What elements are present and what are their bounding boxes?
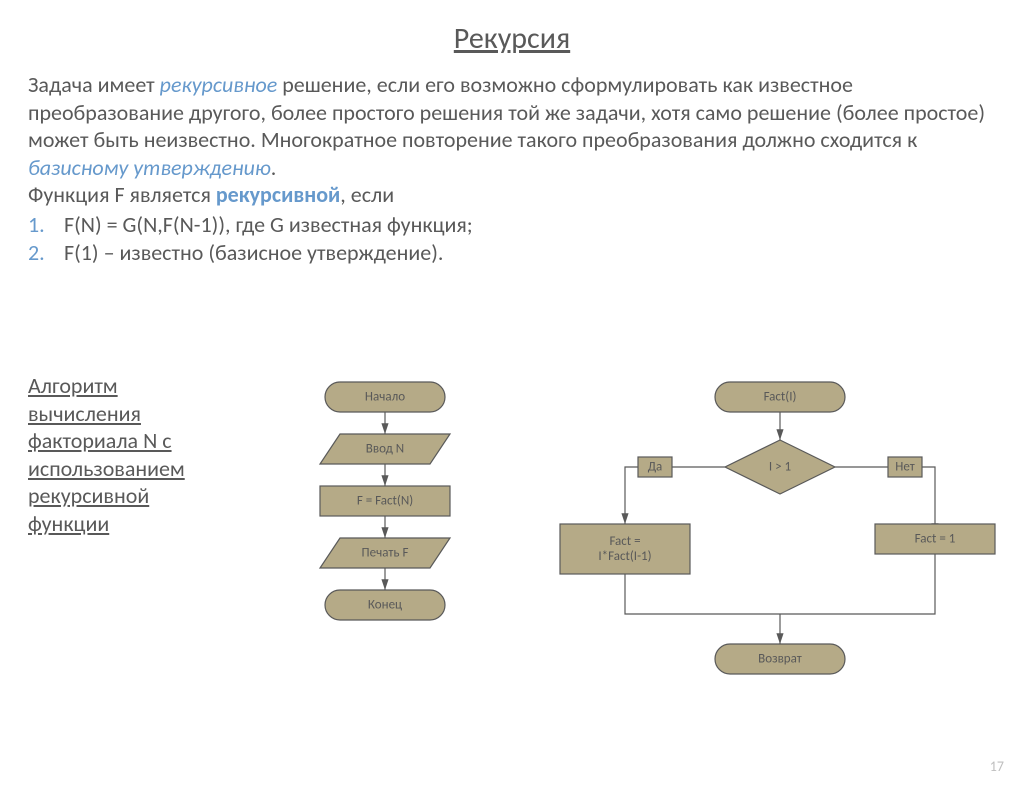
para-text: Функция F является <box>28 181 216 208</box>
svg-text:I*Fact(I-1): I*Fact(I-1) <box>598 549 651 564</box>
svg-text:Нет: Нет <box>895 460 915 475</box>
svg-text:Печать F: Печать F <box>362 546 409 561</box>
node-recurse: Fact =I*Fact(I-1) <box>560 524 690 574</box>
svg-text:F = Fact(N): F = Fact(N) <box>357 494 413 509</box>
node-end: Конец <box>325 590 445 620</box>
term-recursive-bold: рекурсивной <box>216 181 340 208</box>
svg-text:Fact(I): Fact(I) <box>764 390 797 405</box>
node-return: Возврат <box>715 644 845 674</box>
label-no: Нет <box>888 457 922 477</box>
list-item: 2.F(1) – известно (базисное утверждение)… <box>28 239 996 268</box>
svg-text:Fact =: Fact = <box>609 534 640 549</box>
node-decision: I > 1 <box>725 440 835 494</box>
svg-text:Начало: Начало <box>365 390 405 405</box>
svg-text:Fact = 1: Fact = 1 <box>915 532 956 547</box>
svg-text:Ввод N: Ввод N <box>366 442 404 457</box>
label-yes: Да <box>638 457 672 477</box>
intro-paragraph: Задача имеет рекурсивное решение, если е… <box>28 71 996 209</box>
svg-text:Да: Да <box>648 460 663 475</box>
node-fact-i: Fact(I) <box>715 382 845 412</box>
para-text: , если <box>340 181 394 208</box>
list-text: F(N) = G(N,F(N-1)), где G известная функ… <box>64 211 473 238</box>
svg-text:Конец: Конец <box>368 598 402 613</box>
flow-line <box>625 574 780 614</box>
flow-line <box>780 554 935 614</box>
list-number: 1. <box>28 211 64 240</box>
para-text: . <box>271 154 277 181</box>
list-number: 2. <box>28 239 64 268</box>
term-recursive: рекурсивное <box>160 71 278 98</box>
flowchart-diagram: Начало Ввод N F = Fact(N) Печать F Конец Fact… <box>240 368 1020 768</box>
node-input-n: Ввод N <box>320 434 450 464</box>
page-title: Рекурсия <box>0 20 1024 57</box>
node-compute-fact: F = Fact(N) <box>320 486 450 516</box>
para-text: Задача имеет <box>28 71 160 98</box>
svg-text:Возврат: Возврат <box>758 652 802 667</box>
node-start: Начало <box>325 382 445 412</box>
definition-list: 1.F(N) = G(N,F(N-1)), где G известная фу… <box>28 211 996 268</box>
node-print-f: Печать F <box>320 538 450 568</box>
node-base-case: Fact = 1 <box>875 524 995 554</box>
list-text: F(1) – известно (базисное утверждение). <box>64 239 443 266</box>
flowchart-caption: Алгоритм вычисления факториала N с испол… <box>28 372 228 537</box>
list-item: 1.F(N) = G(N,F(N-1)), где G известная фу… <box>28 211 996 240</box>
term-base-case: базисному утверждению <box>28 154 271 181</box>
svg-text:I > 1: I > 1 <box>769 460 791 475</box>
